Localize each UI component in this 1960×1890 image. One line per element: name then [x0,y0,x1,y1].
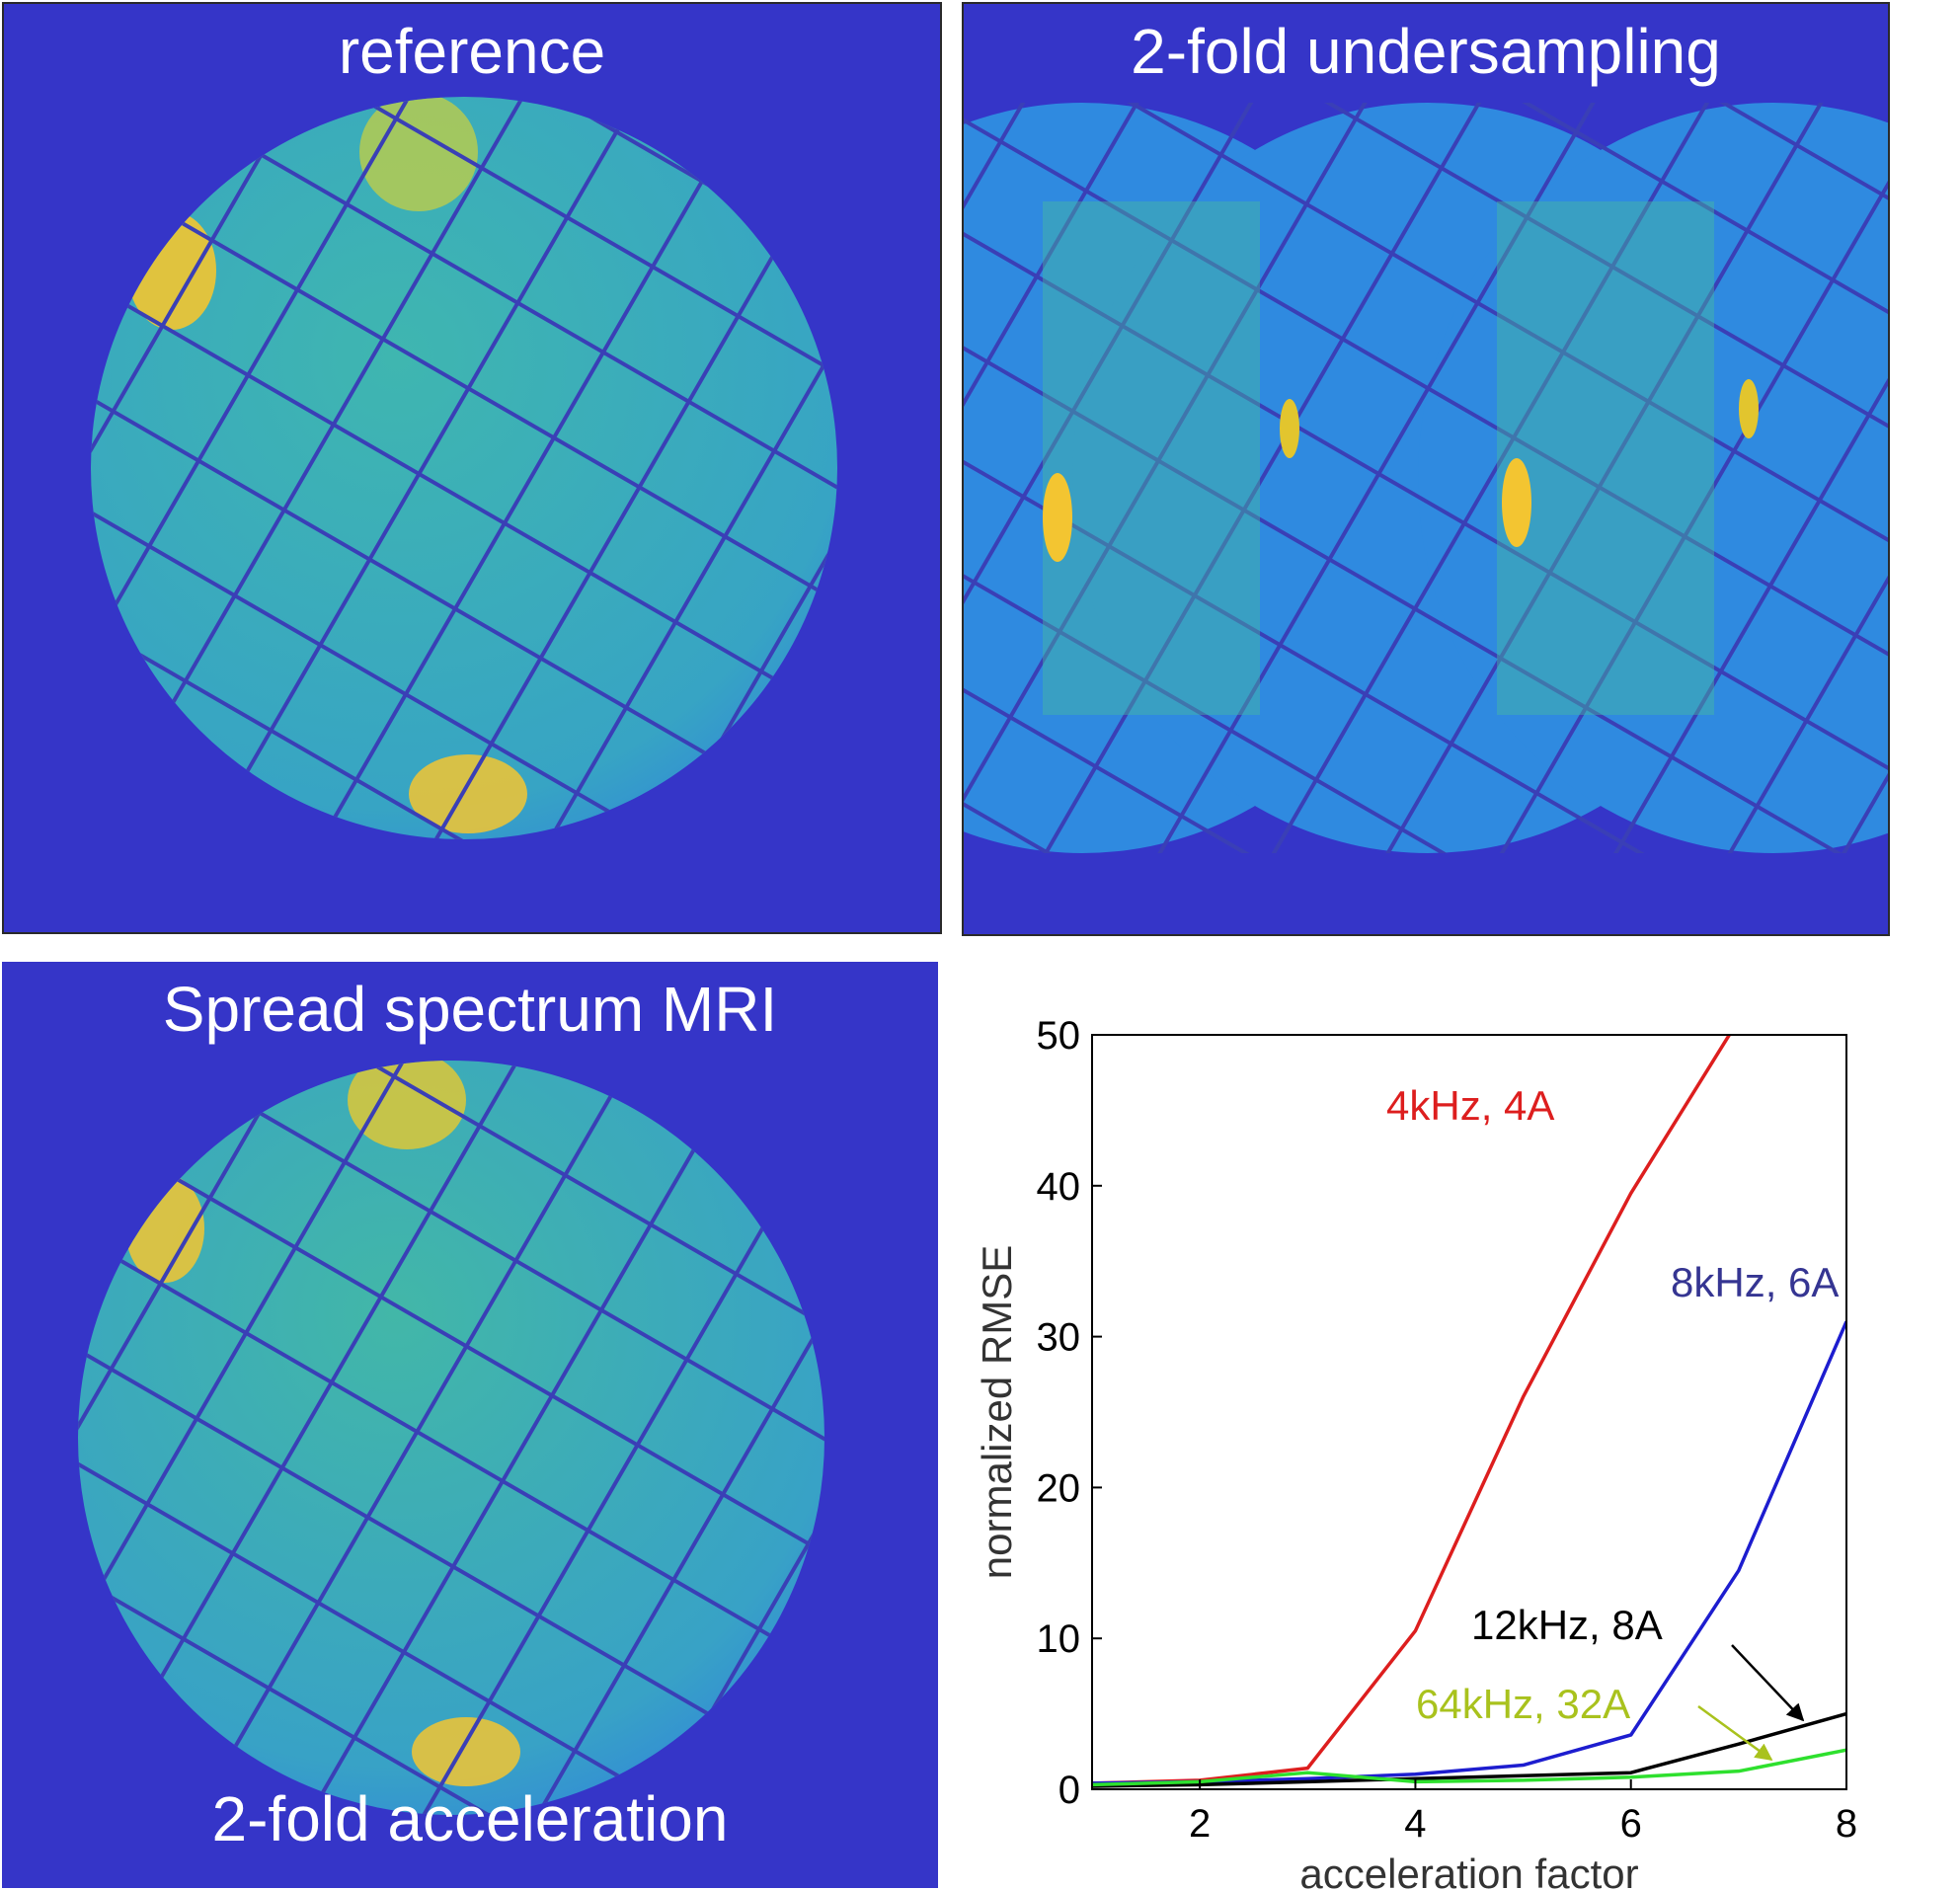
x-tick-label: 8 [1836,1802,1857,1846]
undersampling-title: 2-fold undersampling [1131,16,1721,87]
annotation-arrow-12khz [1731,1644,1805,1722]
annotation-arrow-64khz [1697,1704,1773,1762]
rmse-line-chart: 2 4 6 8 0 10 20 30 40 50 acceleration factor norm… [974,1014,1857,1890]
y-tick-label: 0 [1058,1769,1080,1812]
x-tick-label: 4 [1404,1802,1426,1846]
series-label-64khz: 64kHz, 32A [1416,1681,1630,1727]
reference-title: reference [338,16,606,87]
spread-spectrum-image-panel: Spread spectrum MRI 2-fold acceleration [2,962,938,1888]
spread-spectrum-caption: 2-fold acceleration [211,1783,729,1854]
series-label-12khz: 12kHz, 8A [1471,1602,1663,1648]
spread-spectrum-phantom-image [78,1061,824,1815]
undersampling-image-panel: 2-fold undersampling [962,2,1890,936]
series-label-8khz: 8kHz, 6A [1671,1259,1839,1305]
y-tick-label: 50 [1037,1014,1081,1058]
x-axis-label: acceleration factor [1299,1851,1638,1890]
series-line-3 [1092,1748,1846,1787]
spread-spectrum-title: Spread spectrum MRI [162,974,778,1045]
y-axis-label: normalized RMSE [974,1245,1020,1579]
x-tick-label: 6 [1620,1802,1642,1846]
y-tick-label: 10 [1037,1617,1081,1661]
series-line-0 [1092,1035,1732,1785]
reference-phantom-image [91,97,837,839]
rmse-chart-panel: 2 4 6 8 0 10 20 30 40 50 acceleration factor norm… [962,962,1960,1890]
x-tick-label: 2 [1189,1802,1211,1846]
undersampling-aliased-image [964,103,1888,853]
series-line-2 [1092,1711,1846,1788]
y-tick-label: 40 [1037,1165,1081,1209]
series-label-4khz: 4kHz, 4A [1386,1082,1554,1129]
reference-image-panel: reference [2,2,942,934]
y-tick-label: 20 [1037,1466,1081,1510]
y-tick-label: 30 [1037,1316,1081,1360]
